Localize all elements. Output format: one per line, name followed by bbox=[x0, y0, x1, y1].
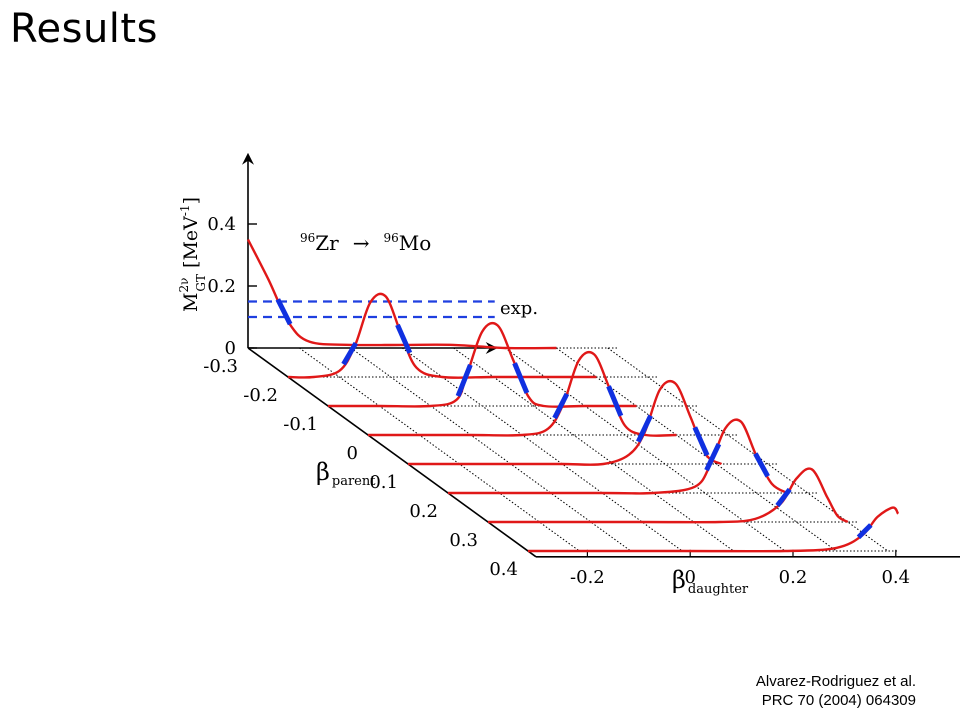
series-curve bbox=[368, 350, 677, 437]
exp-overlap-segment bbox=[455, 363, 473, 397]
series-curve bbox=[328, 321, 637, 408]
z-tick-label: 0.2 bbox=[207, 276, 236, 297]
parent-tick-label: 0.4 bbox=[489, 559, 518, 580]
daughter-tick-label: 0.4 bbox=[881, 567, 910, 588]
z-tick-label: 0.4 bbox=[207, 214, 236, 235]
guide-column-line bbox=[299, 347, 580, 552]
exp-overlap-segment bbox=[753, 452, 770, 478]
guide-column-line bbox=[401, 347, 683, 552]
series-curve bbox=[488, 467, 849, 524]
exp-overlap-segment bbox=[341, 341, 359, 366]
guide-column-line bbox=[504, 347, 786, 552]
parent-axis-label: β parent bbox=[316, 458, 376, 489]
exp-overlap-segment bbox=[606, 385, 624, 417]
axis-labels: 00.20.4-0.3-0.2-0.100.10.20.30.4 -0.2 0 0.2… bbox=[203, 214, 910, 588]
guide-column-line bbox=[556, 347, 837, 552]
citation-reference: PRC 70 (2004) 064309 bbox=[761, 692, 916, 709]
z-tick-label: 0 bbox=[225, 338, 236, 359]
daughter-tick-label: -0.2 bbox=[570, 567, 605, 588]
exp-label: exp. bbox=[500, 298, 538, 319]
citation-authors: Alvarez-Rodriguez et al. bbox=[755, 673, 916, 690]
parent-tick-label: -0.2 bbox=[243, 385, 278, 406]
guide-column-line bbox=[350, 347, 632, 552]
curves bbox=[246, 238, 900, 553]
exp-overlap-segment bbox=[552, 392, 570, 420]
exp-overlap-segment bbox=[704, 442, 722, 472]
exp-overlap-segment bbox=[775, 487, 792, 508]
exp-overlap-segment bbox=[856, 523, 873, 540]
reaction-label: 96Zr → 96Mo bbox=[300, 231, 431, 255]
series-curve bbox=[528, 506, 900, 553]
parent-tick-label: 0.3 bbox=[449, 530, 478, 551]
exp-overlap-segment bbox=[636, 414, 653, 443]
parent-axis-line bbox=[247, 347, 537, 558]
exp-overlap-segment bbox=[692, 426, 710, 457]
series-curve bbox=[287, 292, 597, 379]
exp-overlap-segment bbox=[512, 362, 530, 394]
guide-column-line bbox=[607, 347, 889, 552]
z-axis-label: M2ν GT [MeV-1] bbox=[177, 197, 208, 312]
series-curve bbox=[447, 418, 788, 495]
slide-title: Results bbox=[10, 6, 158, 52]
parent-tick-label: -0.1 bbox=[283, 414, 318, 435]
series-curve bbox=[246, 238, 557, 350]
exp-overlap-segment bbox=[395, 323, 413, 354]
exp-overlap-segment bbox=[275, 298, 293, 326]
parent-tick-label: 0 bbox=[347, 443, 358, 464]
daughter-tick-label: 0 bbox=[684, 567, 695, 588]
daughter-axis-label: β daughter bbox=[672, 566, 749, 597]
parent-tick-label: 0.2 bbox=[409, 501, 438, 522]
guide-column-line bbox=[453, 347, 734, 552]
daughter-tick-label: 0.2 bbox=[779, 567, 808, 588]
parent-tick-label: -0.3 bbox=[203, 356, 238, 377]
parent-tick-label: 0.1 bbox=[369, 472, 398, 493]
axes bbox=[242, 152, 960, 558]
citation: Alvarez-Rodriguez et al. PRC 70 (2004) 0… bbox=[756, 672, 916, 710]
